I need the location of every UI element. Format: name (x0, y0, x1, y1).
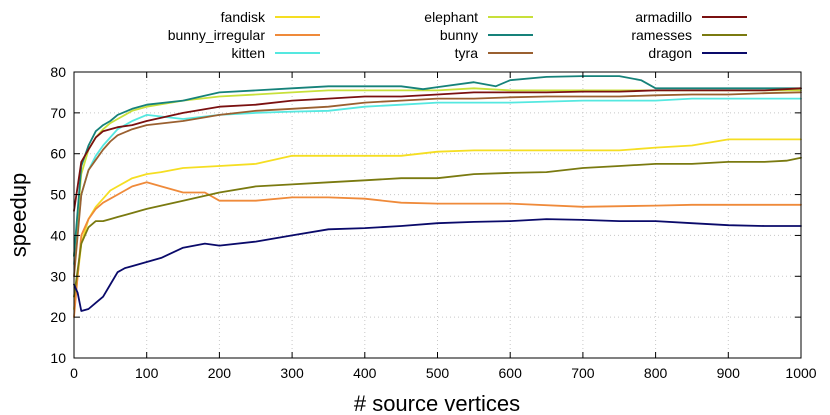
y-tick-label: 60 (50, 146, 66, 162)
legend-label: elephant (424, 9, 478, 25)
y-axis-title: speedup (6, 173, 31, 257)
series-line-bunny (73, 75, 802, 257)
legend-label: tyra (455, 45, 479, 61)
x-tick-label: 700 (571, 365, 595, 381)
series-line-elephant (73, 87, 802, 257)
y-tick-label: 30 (50, 268, 66, 284)
legend-label: ramesses (631, 27, 692, 43)
legend-entry-bunny: bunny (440, 27, 533, 43)
x-tick-label: 400 (353, 365, 377, 381)
legend-label: bunny (440, 27, 478, 43)
legend-label: bunny_irregular (168, 27, 266, 43)
legend-label: fandisk (221, 9, 266, 25)
legend-entry-fandisk: fandisk (221, 9, 320, 25)
series-line-bunny-irregular (73, 181, 802, 319)
series-line-armadillo (73, 87, 802, 212)
legend-label: dragon (648, 45, 692, 61)
legend-entry-kitten: kitten (232, 45, 320, 61)
series-line-ramesses (73, 156, 802, 298)
series-lines (73, 75, 802, 319)
series-line-kitten (73, 97, 802, 265)
series-line-tyra (73, 91, 802, 278)
plot-frame (73, 71, 802, 359)
x-tick-label: 100 (135, 365, 159, 381)
x-tick-label: 800 (644, 365, 668, 381)
legend-entry-armadillo: armadillo (635, 9, 747, 25)
x-tick-label: 500 (426, 365, 450, 381)
x-tick-label: 200 (208, 365, 232, 381)
x-tick-label: 600 (499, 365, 523, 381)
x-tick-label: 300 (280, 365, 304, 381)
legend-entry-elephant: elephant (424, 9, 533, 25)
legend-entry-tyra: tyra (455, 45, 533, 61)
legend-entry-bunny-irregular: bunny_irregular (168, 27, 320, 43)
y-tick-label: 50 (50, 187, 66, 203)
x-tick-label: 0 (70, 365, 78, 381)
legend-entry-ramesses: ramesses (631, 27, 747, 43)
legend-label: armadillo (635, 9, 692, 25)
x-axis-title: # source vertices (354, 391, 520, 415)
x-tick-label: 1000 (785, 365, 816, 381)
legend-entry-dragon: dragon (648, 45, 747, 61)
x-tick-label: 900 (717, 365, 741, 381)
series-line-fandisk (73, 138, 802, 310)
y-tick-label: 70 (50, 105, 66, 121)
legend-label: kitten (232, 45, 265, 61)
series-line-dragon (73, 218, 802, 312)
y-tick-label: 80 (50, 64, 66, 80)
y-tick-label: 40 (50, 227, 66, 243)
y-tick-label: 20 (50, 309, 66, 325)
y-tick-label: 10 (50, 350, 66, 366)
grid (74, 72, 801, 358)
